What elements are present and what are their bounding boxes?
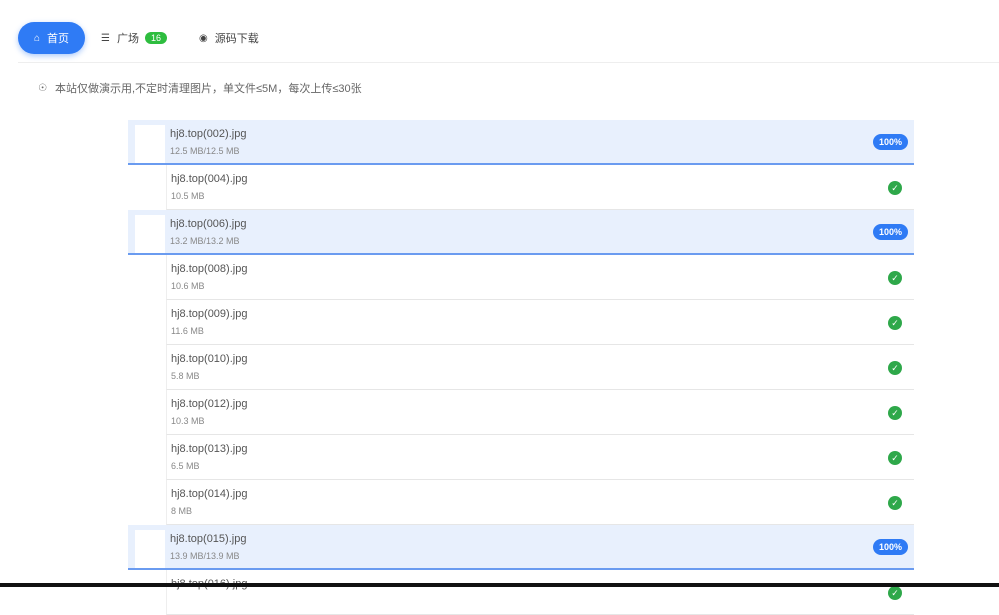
file-size: 12.5 MB/12.5 MB [170, 146, 240, 156]
file-size: 11.6 MB [171, 326, 204, 336]
file-size: 10.3 MB [171, 416, 205, 426]
nav-home-label: 首页 [47, 33, 70, 45]
home-icon: ⌂ [34, 32, 41, 44]
check-circle-icon: ✓ [888, 451, 902, 465]
divider [18, 62, 999, 63]
file-row[interactable]: hj8.top(008).jpg 10.6 MB ✓ [166, 255, 914, 300]
file-name: hj8.top(014).jpg [171, 488, 248, 500]
file-row[interactable]: hj8.top(013).jpg 6.5 MB ✓ [166, 435, 914, 480]
file-name: hj8.top(004).jpg [171, 173, 248, 185]
file-size: 13.9 MB/13.9 MB [170, 551, 240, 561]
info-icon: ☉ [38, 82, 47, 94]
file-name: hj8.top(013).jpg [171, 443, 248, 455]
progress-badge: 100% [872, 224, 908, 240]
file-size: 10.6 MB [171, 281, 205, 291]
top-nav: ⌂ 首页 ☰ 广场 16 ◉ 源码下载 [18, 22, 275, 54]
notice: ☉ 本站仅做演示用,不定时清理图片，单文件≤5M，每次上传≤30张 [38, 80, 362, 96]
file-size: 13.2 MB/13.2 MB [170, 236, 240, 246]
file-row[interactable]: hj8.top(014).jpg 8 MB ✓ [166, 480, 914, 525]
file-list: hj8.top(002).jpg 12.5 MB/12.5 MB 100% hj8.t… [128, 120, 914, 615]
nav-source-download[interactable]: ◉ 源码下载 [183, 22, 275, 54]
file-name: hj8.top(002).jpg [170, 128, 247, 140]
file-name: hj8.top(006).jpg [170, 218, 247, 230]
file-row[interactable]: hj8.top(002).jpg 12.5 MB/12.5 MB 100% [128, 120, 914, 165]
bottom-bar [0, 583, 999, 587]
file-size: 10.5 MB [171, 191, 205, 201]
file-row[interactable]: hj8.top(004).jpg 10.5 MB ✓ [166, 165, 914, 210]
file-row[interactable]: hj8.top(015).jpg 13.9 MB/13.9 MB 100% [128, 525, 914, 570]
file-name: hj8.top(012).jpg [171, 398, 248, 410]
list-icon: ☰ [101, 32, 111, 44]
github-icon: ◉ [199, 32, 208, 44]
file-row[interactable]: hj8.top(016).jpg✓ [166, 570, 914, 615]
nav-square-label: 广场 [117, 33, 140, 45]
file-size: 8 MB [171, 506, 193, 516]
file-name: hj8.top(009).jpg [171, 308, 248, 320]
check-circle-icon: ✓ [888, 271, 902, 285]
check-circle-icon: ✓ [888, 406, 902, 420]
thumbnail [135, 215, 165, 253]
file-name: hj8.top(008).jpg [171, 263, 248, 275]
file-row[interactable]: hj8.top(010).jpg 5.8 MB ✓ [166, 345, 914, 390]
count-badge: 16 [145, 32, 168, 44]
check-circle-icon: ✓ [888, 316, 902, 330]
thumbnail [135, 530, 165, 568]
nav-square[interactable]: ☰ 广场 16 [85, 22, 183, 54]
file-row[interactable]: hj8.top(006).jpg 13.2 MB/13.2 MB 100% [128, 210, 914, 255]
progress-badge: 100% [872, 539, 908, 555]
nav-home[interactable]: ⌂ 首页 [18, 22, 86, 54]
check-circle-icon: ✓ [888, 361, 902, 375]
file-row[interactable]: hj8.top(012).jpg 10.3 MB ✓ [166, 390, 914, 435]
file-row[interactable]: hj8.top(009).jpg 11.6 MB ✓ [166, 300, 914, 345]
check-circle-icon: ✓ [888, 586, 902, 600]
nav-source-label: 源码下载 [214, 33, 259, 45]
notice-text: 本站仅做演示用,不定时清理图片，单文件≤5M，每次上传≤30张 [54, 83, 362, 95]
check-circle-icon: ✓ [888, 181, 902, 195]
file-size: 6.5 MB [171, 461, 200, 471]
file-name: hj8.top(010).jpg [171, 353, 248, 365]
check-circle-icon: ✓ [888, 496, 902, 510]
progress-badge: 100% [872, 134, 908, 150]
file-name: hj8.top(015).jpg [170, 533, 247, 545]
thumbnail [135, 125, 165, 163]
file-size: 5.8 MB [171, 371, 200, 381]
